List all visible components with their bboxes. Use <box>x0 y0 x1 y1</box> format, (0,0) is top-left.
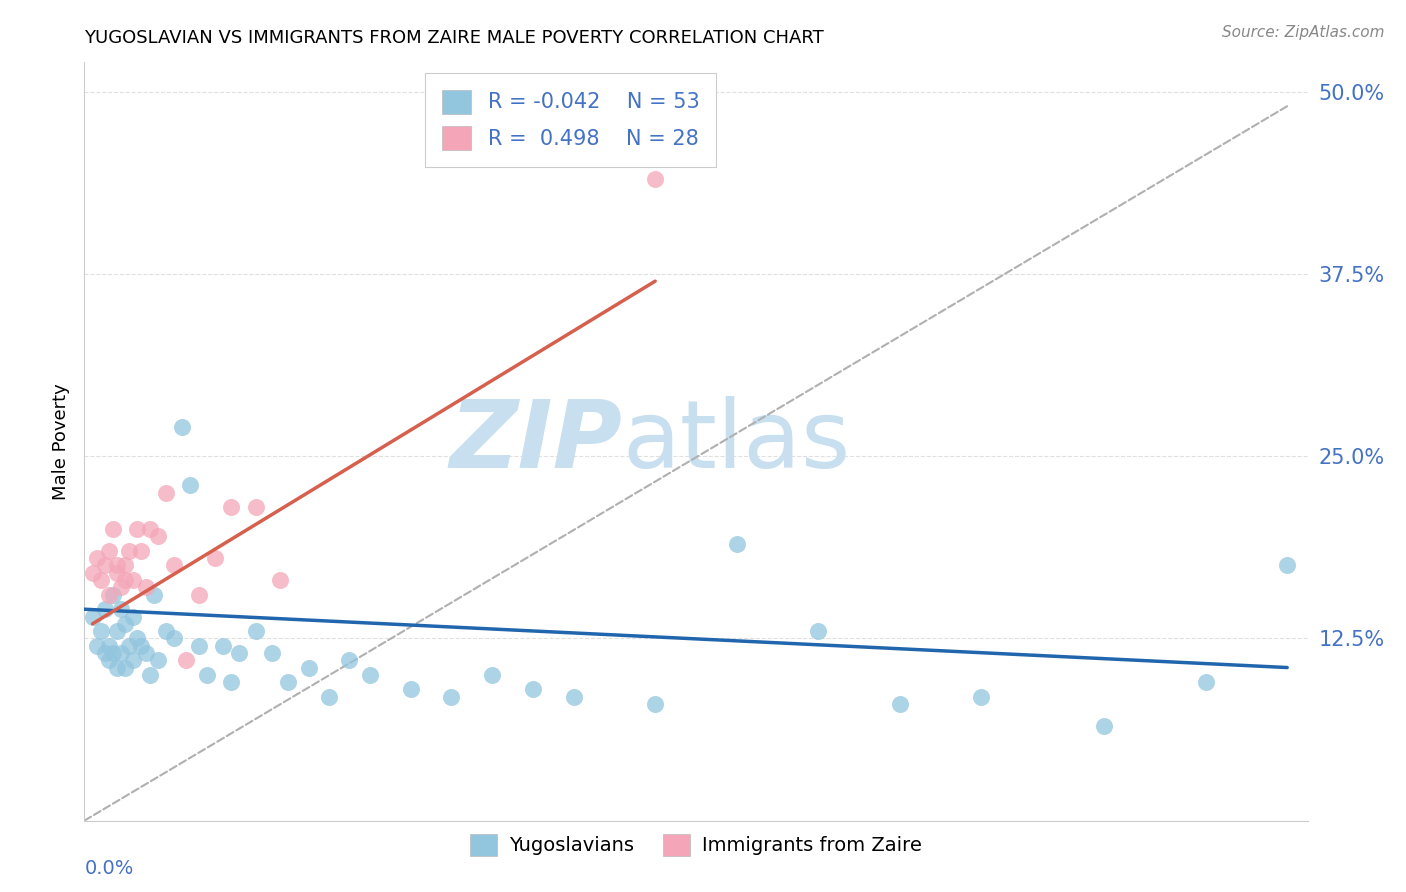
Point <box>110 646 132 660</box>
Point <box>889 697 911 711</box>
Point <box>725 536 748 550</box>
Point <box>219 675 242 690</box>
Point <box>269 573 291 587</box>
Point <box>93 646 115 660</box>
Point <box>131 544 153 558</box>
Point <box>110 602 132 616</box>
Point <box>105 558 128 573</box>
Point <box>644 697 666 711</box>
Point <box>101 522 124 536</box>
Point <box>970 690 993 704</box>
Point <box>228 646 250 660</box>
Point <box>179 478 201 492</box>
Point <box>245 624 267 639</box>
Point <box>110 580 132 594</box>
Point <box>138 668 160 682</box>
Point <box>90 573 112 587</box>
Point <box>97 588 120 602</box>
Point <box>114 660 136 674</box>
Point <box>127 632 149 646</box>
Point <box>97 653 120 667</box>
Point <box>187 639 209 653</box>
Point <box>82 566 104 580</box>
Point <box>105 660 128 674</box>
Point <box>644 172 666 186</box>
Point <box>212 639 235 653</box>
Point <box>90 624 112 639</box>
Point <box>122 573 145 587</box>
Point <box>127 522 149 536</box>
Point <box>277 675 299 690</box>
Point <box>187 588 209 602</box>
Point <box>82 609 104 624</box>
Point <box>172 420 194 434</box>
Point <box>195 668 218 682</box>
Point <box>807 624 830 639</box>
Point <box>318 690 340 704</box>
Point <box>114 573 136 587</box>
Point <box>522 682 544 697</box>
Point <box>135 646 157 660</box>
Point <box>122 653 145 667</box>
Point <box>146 529 169 543</box>
Point <box>118 544 141 558</box>
Point <box>146 653 169 667</box>
Point <box>93 558 115 573</box>
Point <box>298 660 321 674</box>
Point <box>219 500 242 515</box>
Text: atlas: atlas <box>623 395 851 488</box>
Legend: Yugoslavians, Immigrants from Zaire: Yugoslavians, Immigrants from Zaire <box>463 826 929 864</box>
Point <box>101 646 124 660</box>
Point <box>93 602 115 616</box>
Point <box>114 616 136 631</box>
Point <box>86 551 108 566</box>
Point <box>122 609 145 624</box>
Text: 0.0%: 0.0% <box>84 858 134 878</box>
Point <box>97 544 120 558</box>
Text: Source: ZipAtlas.com: Source: ZipAtlas.com <box>1222 25 1385 40</box>
Text: ZIP: ZIP <box>450 395 623 488</box>
Point <box>138 522 160 536</box>
Point <box>339 653 361 667</box>
Point <box>86 639 108 653</box>
Point <box>142 588 165 602</box>
Point <box>155 485 177 500</box>
Point <box>97 639 120 653</box>
Point <box>1277 558 1299 573</box>
Text: YUGOSLAVIAN VS IMMIGRANTS FROM ZAIRE MALE POVERTY CORRELATION CHART: YUGOSLAVIAN VS IMMIGRANTS FROM ZAIRE MAL… <box>84 29 824 47</box>
Point <box>245 500 267 515</box>
Point <box>1092 719 1115 733</box>
Point <box>359 668 381 682</box>
Point <box>399 682 422 697</box>
Point <box>562 690 585 704</box>
Point <box>105 624 128 639</box>
Point <box>101 588 124 602</box>
Point <box>114 558 136 573</box>
Point <box>135 580 157 594</box>
Y-axis label: Male Poverty: Male Poverty <box>52 384 70 500</box>
Point <box>105 566 128 580</box>
Point <box>1195 675 1218 690</box>
Point <box>260 646 283 660</box>
Point <box>163 632 186 646</box>
Point <box>204 551 226 566</box>
Point <box>131 639 153 653</box>
Point <box>481 668 503 682</box>
Point <box>163 558 186 573</box>
Point <box>118 639 141 653</box>
Point <box>440 690 463 704</box>
Point <box>174 653 197 667</box>
Point <box>155 624 177 639</box>
